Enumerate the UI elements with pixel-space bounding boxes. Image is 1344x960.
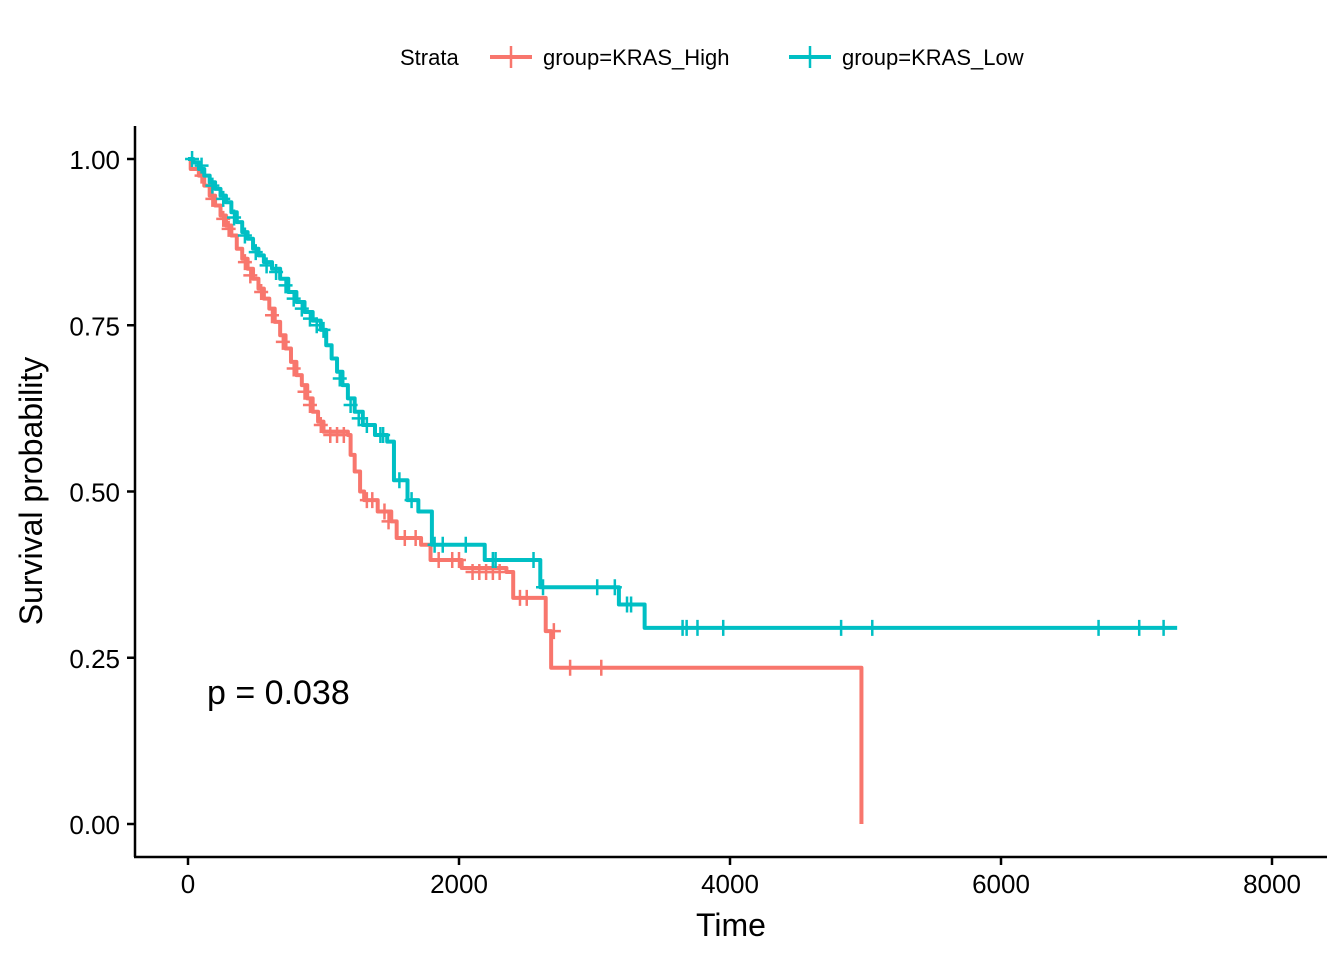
legend-title: Strata [400, 45, 459, 70]
y-axis-label: Survival probability [13, 357, 49, 626]
censor-mark [243, 267, 258, 284]
censor-mark [336, 426, 351, 443]
censor-mark [590, 579, 605, 596]
legend-label-kras-high: group=KRAS_High [543, 45, 730, 70]
x-tick-label: 6000 [972, 869, 1030, 899]
legend-key-kras-high [490, 46, 532, 68]
censor-mark [359, 417, 374, 433]
y-tick-label: 0.50 [69, 478, 120, 508]
censor-mark [316, 321, 331, 338]
censor-mark [237, 227, 252, 244]
x-tick-label: 4000 [701, 869, 759, 899]
legend: Strata group=KRAS_High group=KRAS_Low [400, 45, 1024, 70]
y-tick-label: 0.00 [69, 810, 120, 840]
censor-mark [265, 307, 280, 324]
censor-mark [1156, 619, 1171, 636]
censor-mark [194, 157, 209, 174]
p-value-annotation: p = 0.038 [207, 674, 350, 712]
censor-mark [488, 551, 503, 568]
censor-mark [237, 254, 252, 271]
censor-mark [254, 284, 269, 300]
censor-mark [302, 397, 317, 414]
censor-mark [185, 151, 200, 167]
censor-mark [865, 619, 880, 636]
censor-mark [278, 277, 293, 294]
censor-mark [536, 579, 551, 596]
censor-mark [1132, 619, 1147, 636]
censor-mark [690, 619, 705, 636]
censor-mark [492, 563, 507, 580]
censor-mark [458, 536, 473, 553]
censor-mark [377, 503, 392, 520]
censor-mark [343, 397, 358, 414]
survival-curve [188, 157, 1178, 630]
y-ticks: 0.00 0.25 0.50 0.75 1.00 [69, 145, 135, 840]
censor-mark [302, 310, 317, 327]
censor-mark [594, 659, 609, 676]
censor-mark [269, 264, 284, 281]
y-tick-label: 1.00 [69, 145, 120, 175]
x-tick-label: 0 [181, 869, 195, 899]
censor-mark [546, 623, 561, 640]
censor-mark [452, 551, 466, 568]
censor-mark [259, 257, 274, 274]
censor-mark [351, 410, 366, 427]
censor-mark [227, 209, 242, 226]
series-group-kras-low [185, 151, 1178, 636]
y-tick-label: 0.75 [69, 311, 120, 341]
censor-mark [408, 530, 423, 547]
censor-mark [294, 300, 309, 317]
series-group [185, 151, 1178, 824]
censor-mark [275, 333, 290, 350]
censor-mark [248, 244, 263, 261]
censor-mark [376, 426, 391, 443]
x-tick-label: 8000 [1243, 869, 1301, 899]
censor-mark [526, 551, 541, 568]
censor-mark [365, 492, 380, 509]
censor-mark [1091, 619, 1106, 636]
censor-mark [404, 492, 419, 509]
censor-mark [624, 596, 639, 613]
survival-curve [188, 157, 864, 824]
y-tick-label: 0.25 [69, 644, 120, 674]
censor-mark [431, 551, 446, 568]
censor-mark [392, 472, 407, 489]
x-tick-label: 2000 [430, 869, 488, 899]
censor-mark [435, 536, 450, 553]
x-ticks: 0 2000 4000 6000 8000 [181, 857, 1301, 899]
censor-mark [286, 360, 301, 377]
x-axis-label: Time [696, 907, 766, 943]
censor-mark [716, 619, 731, 636]
censor-mark [519, 589, 534, 606]
censor-mark [216, 210, 231, 227]
censor-mark [563, 659, 578, 676]
censor-mark [607, 579, 622, 596]
series-group-kras-high [188, 157, 864, 824]
censor-mark [297, 383, 312, 400]
censor-mark [332, 370, 347, 387]
censor-mark [286, 290, 301, 307]
legend-label-kras-low: group=KRAS_Low [842, 45, 1024, 70]
censor-mark [221, 220, 236, 237]
censor-mark [381, 513, 396, 530]
censor-mark [205, 177, 220, 194]
censor-mark [834, 619, 849, 636]
censor-mark [313, 417, 328, 433]
censor-mark [216, 190, 231, 207]
legend-key-kras-low [789, 46, 831, 68]
